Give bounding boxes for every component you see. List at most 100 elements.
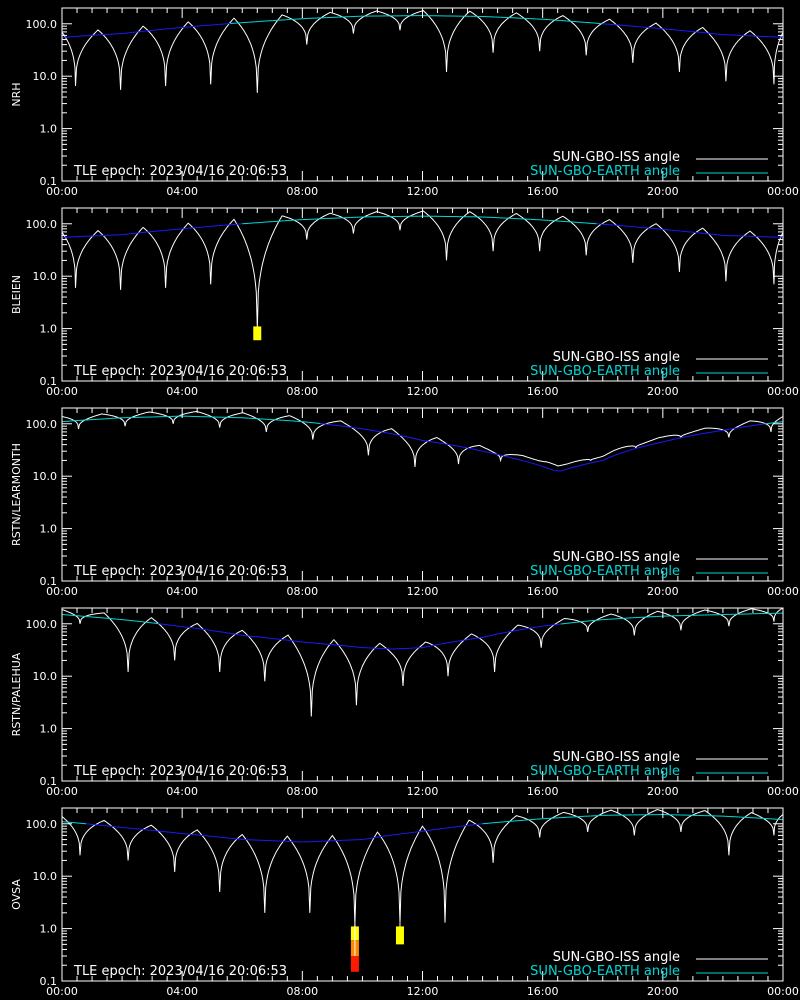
earth-angle-segment [302,421,309,423]
earth-angle-segment [188,833,195,836]
earth-angle-segment [584,462,591,465]
earth-angle-segment [620,450,627,454]
earth-angle-segment [182,26,189,28]
earth-angle-segment [476,449,483,452]
x-tick-label: 12:00 [407,985,439,998]
x-tick-label: 16:00 [527,385,559,398]
legend-label: SUN-GBO-ISS angle [553,350,680,365]
y-tick-label: 100.0 [26,418,58,431]
earth-angle-segment [266,637,273,639]
tle-epoch-text: TLE epoch: 2023/04/16 20:06:53 [73,564,287,579]
x-tick-label: 08:00 [286,785,318,798]
earth-angle-segment [710,233,717,236]
earth-angle-segment [320,643,327,645]
earth-angle-segment [440,827,447,830]
earth-angle-segment [404,435,411,439]
earth-angle-segment [566,466,573,470]
earth-angle-segment [134,232,141,234]
earth-angle-segment [548,468,555,472]
earth-angle-segment [434,828,441,831]
x-tick-label: 00:00 [46,585,78,598]
earth-angle-segment [716,33,723,36]
earth-angle-segment [194,627,201,630]
earth-angle-segment [158,830,165,833]
earth-angle-segment [704,232,711,235]
earth-angle-segment [272,637,279,640]
earth-angle-segment [566,622,573,624]
earth-angle-segment [356,646,363,649]
earth-angle-segment [230,632,237,635]
earth-angle-segment [422,829,429,832]
earth-angle-segment [428,440,435,443]
legend-label: SUN-GBO-ISS angle [553,750,680,765]
earth-angle-segment [158,28,165,31]
earth-angle-segment [79,822,87,825]
earth-angle-segment [590,619,597,622]
earth-angle-segment [194,25,201,27]
earth-angle-segment [326,423,333,426]
earth-angle-segment [218,836,225,839]
earth-angle-segment [446,443,453,446]
earth-angle-segment [446,641,453,644]
earth-angle-segment [650,27,657,29]
earth-angle-segment [200,834,207,837]
earth-angle-segment [512,820,519,822]
earth-angle-segment [218,631,225,633]
earth-angle-segment [152,622,159,625]
earth-angle-segment [458,825,465,827]
earth-angle-segment [230,837,237,840]
earth-angle-segment [200,628,207,631]
earth-angle-segment [518,459,525,462]
y-tick-label: 100.0 [26,218,58,231]
earth-angle-segment [578,463,585,467]
earth-angle-segment [578,620,585,623]
earth-angle-segment [494,632,501,636]
earth-angle-segment [686,434,693,438]
iss-angle-series [62,10,783,93]
earth-angle-segment [668,229,675,232]
tle-epoch-text: TLE epoch: 2023/04/16 20:06:53 [73,164,287,179]
x-tick-label: 20:00 [647,385,679,398]
earth-angle-segment [380,835,387,838]
x-tick-label: 12:00 [407,385,439,398]
earth-angle-segment [668,28,675,31]
earth-angle-segment [662,228,669,231]
y-tick-label: 100.0 [26,818,58,831]
earth-angle-segment [182,833,189,835]
iss-angle-series [62,410,783,468]
earth-angle-segment [434,441,441,444]
earth-angle-segment [73,822,81,824]
earth-angle-segment [596,459,603,463]
earth-angle-segment [692,231,699,234]
y-axis-label: BLEIEN [10,275,23,314]
earth-angle-segment [518,628,525,631]
x-tick-label: 16:00 [527,585,559,598]
earth-angle-segment [644,26,651,29]
earth-angle-segment [176,228,183,230]
earth-angle-segment [542,465,549,469]
earth-angle-segment [584,620,591,622]
earth-angle-segment [410,437,417,440]
earth-angle-segment [482,822,489,825]
earth-angle-segment [140,828,147,831]
earth-angle-segment [97,824,105,827]
x-tick-label: 00:00 [767,985,799,998]
earth-angle-segment [392,433,399,436]
earth-angle-segment [110,618,117,620]
earth-angle-segment [386,432,393,435]
earth-angle-segment [428,829,435,831]
chart-panel-bleien: 100.010.01.00.100:00 04:00 08:00 12:00 16:00… [10,207,799,398]
earth-angle-segment [128,31,135,34]
earth-angle-segment [644,444,651,447]
earth-angle-segment [674,437,681,440]
earth-angle-segment [176,832,183,835]
earth-angle-segment [116,826,123,828]
earth-angle-segment [212,225,219,227]
earth-angle-segment [380,431,387,434]
flare-marker-2 [350,955,359,972]
earth-angle-segment [332,644,339,646]
earth-angle-segment [134,828,141,830]
earth-angle-segment [122,826,129,829]
earth-angle-segment [85,823,93,825]
earth-angle-segment [494,453,501,456]
